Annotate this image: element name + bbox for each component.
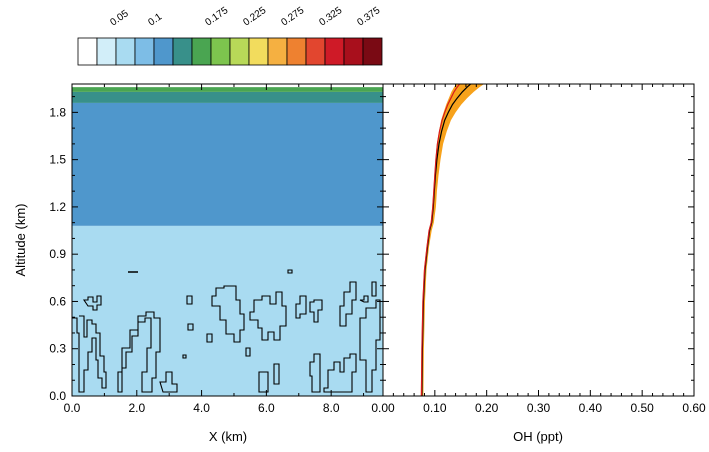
x-tick-label: 0.50 [630, 401, 654, 415]
y-tick-label: 0.3 [49, 342, 66, 356]
contour-line [182, 354, 187, 359]
colorbar-box [267, 37, 288, 66]
colorbar-box [191, 37, 212, 66]
x-tick-label: 0.00 [371, 401, 395, 415]
contour-line [117, 311, 161, 393]
altitude-band [72, 91, 383, 103]
left-x-axis-label: X (km) [209, 429, 247, 444]
colorbar-box [229, 37, 250, 66]
contour-line [359, 299, 381, 393]
oh-spread-band [420, 84, 485, 396]
left-y-ticks: 0.0 0.3 0.6 0.9 1.2 1.5 1.8 [49, 96, 383, 403]
colorbar-box [248, 37, 269, 66]
altitude-band [72, 102, 383, 226]
y-axis-label: Altitude (km) [13, 204, 28, 277]
oh-median-line [420, 84, 461, 396]
x-tick-label: 8.0 [323, 401, 340, 415]
colorbar-box [305, 37, 326, 66]
colorbar-tick-label: 0.1 [146, 11, 164, 28]
contour-line [309, 299, 323, 323]
oh-profile [420, 84, 485, 396]
colorbar-tick-label: 0.375 [355, 5, 382, 29]
contour-line [287, 269, 293, 274]
contour-line [371, 281, 377, 297]
colorbar-box [77, 37, 98, 66]
colorbar-labels: 0.05 0.1 0.175 0.225 0.275 0.325 0.375 [108, 5, 382, 29]
contour-line [211, 285, 245, 343]
contour-line [309, 353, 321, 393]
x-tick-label: 0.10 [423, 401, 447, 415]
colorbar-box [96, 37, 117, 66]
colorbar-box [362, 37, 383, 66]
x-tick-label: 6.0 [258, 401, 275, 415]
colorbar-tick-label: 0.05 [108, 8, 131, 28]
contour-line [186, 295, 193, 305]
colorbar-tick-label: 0.175 [203, 5, 230, 29]
colorbar-box [172, 37, 193, 66]
y-tick-label: 0.0 [49, 389, 66, 403]
contour-line [295, 295, 307, 319]
contour-line [82, 295, 102, 311]
y-tick-label: 1.8 [49, 105, 66, 119]
colorbar-box [153, 37, 174, 66]
right-y-ticks [383, 96, 694, 397]
x-tick-label: 0.60 [682, 401, 706, 415]
contour-line [72, 315, 107, 393]
y-tick-label: 0.6 [49, 294, 66, 308]
contour-line [206, 333, 213, 343]
colorbar-box [343, 37, 364, 66]
contour-line [273, 363, 280, 385]
contour-line [249, 291, 287, 341]
contour-line [187, 323, 194, 331]
colorbar-box [286, 37, 307, 66]
contour-line [245, 347, 251, 357]
right-x-axis-label: OH (ppt) [513, 429, 563, 444]
colorbar-tick-label: 0.325 [317, 5, 344, 29]
colorbar-box [115, 37, 136, 66]
y-tick-label: 0.9 [49, 247, 66, 261]
x-tick-label: 0.0 [64, 401, 81, 415]
colorbar-box [324, 37, 345, 66]
left-panel-heatmap: 0.0 2.0 4.0 6.0 8.0 0.0 0.3 0.6 0.9 1.2 1.5 1.8 X … [13, 83, 384, 444]
contour-line [339, 281, 357, 327]
x-tick-label: 0.40 [579, 401, 603, 415]
contour-line [159, 371, 178, 393]
x-tick-label: 2.0 [128, 401, 145, 415]
colorbar-box [210, 37, 231, 66]
right-panel-line-chart: 0.00 0.10 0.20 0.30 0.40 0.50 0.60 OH (ppt) [371, 83, 706, 444]
contour-lines [72, 269, 381, 393]
x-tick-label: 0.30 [527, 401, 551, 415]
y-tick-label: 1.5 [49, 153, 66, 167]
y-tick-label: 1.2 [49, 200, 66, 214]
altitude-band [72, 87, 383, 92]
contour-line [359, 295, 369, 303]
right-x-ticks: 0.00 0.10 0.20 0.30 0.40 0.50 0.60 [371, 84, 706, 415]
colorbar: 0.05 0.1 0.175 0.225 0.275 0.325 0.375 [77, 5, 383, 66]
x-tick-label: 0.20 [475, 401, 499, 415]
colorbar-boxes [77, 37, 383, 66]
left-x-ticks: 0.0 2.0 4.0 6.0 8.0 [64, 84, 365, 415]
altitude-band [72, 225, 383, 396]
x-tick-label: 4.0 [193, 401, 210, 415]
colorbar-box [134, 37, 155, 66]
contour-line [258, 371, 269, 393]
altitude-bands [72, 84, 383, 396]
contour-line [323, 353, 357, 393]
colorbar-tick-label: 0.225 [241, 5, 268, 29]
colorbar-tick-label: 0.275 [279, 5, 306, 29]
